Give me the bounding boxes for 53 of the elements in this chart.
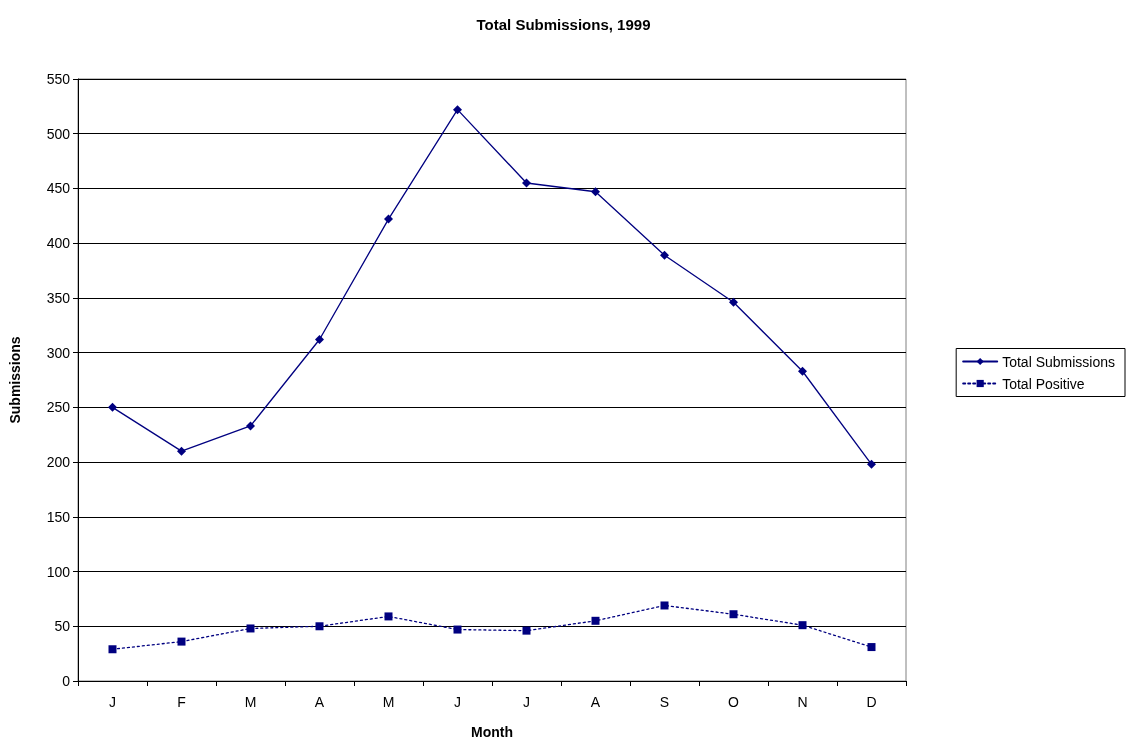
y-tick-label: 400 [46, 235, 71, 252]
y-tick-label: 100 [46, 563, 71, 580]
point [246, 421, 255, 431]
y-axis-title: Submissions [7, 336, 23, 424]
point [384, 214, 393, 224]
point [729, 297, 738, 307]
y-tick-label: 0 [62, 673, 71, 689]
point [177, 637, 186, 646]
point [177, 446, 186, 456]
x-tick-label: A [590, 694, 601, 710]
y-tick-label: 500 [46, 125, 71, 142]
point [522, 626, 531, 635]
point [798, 621, 807, 630]
y-tick-label: 350 [46, 289, 71, 306]
point [108, 402, 117, 412]
y-tick-label: 550 [46, 71, 71, 87]
point [315, 622, 324, 631]
x-tick-label: M [244, 694, 257, 710]
x-tick-label: A [314, 694, 325, 710]
point [522, 178, 531, 188]
point [591, 616, 600, 625]
x-tick-label: J [523, 694, 530, 710]
point [453, 105, 462, 115]
x-tick-label: O [728, 694, 740, 710]
x-tick-label: F [177, 694, 186, 710]
x-tick-label: J [109, 694, 116, 710]
point [453, 625, 462, 634]
y-tick-label: 450 [46, 180, 71, 197]
point [315, 335, 324, 344]
point [246, 624, 255, 633]
legend-label: Total Positive [1002, 375, 1085, 392]
y-tick-label: 250 [46, 399, 71, 416]
point [384, 612, 393, 621]
x-tick-label: S [659, 694, 670, 710]
point [591, 187, 600, 197]
x-tick-label: M [382, 694, 395, 710]
point [660, 601, 669, 610]
y-tick-label: 150 [46, 508, 71, 525]
x-axis-title: Month [471, 724, 513, 740]
y-tick-label: 50 [54, 618, 71, 635]
point [108, 645, 117, 654]
point [729, 610, 738, 619]
point [867, 643, 876, 652]
point [867, 459, 876, 469]
x-tick-label: N [797, 694, 808, 710]
point [798, 366, 807, 376]
legend-label: Total Submissions [1002, 353, 1115, 370]
chart-title: Total Submissions, 1999 [476, 16, 651, 33]
x-tick-label: J [454, 694, 461, 710]
point [660, 250, 669, 260]
y-tick-label: 300 [46, 344, 71, 361]
y-tick-label: 200 [46, 454, 71, 471]
x-tick-label: D [866, 694, 877, 710]
